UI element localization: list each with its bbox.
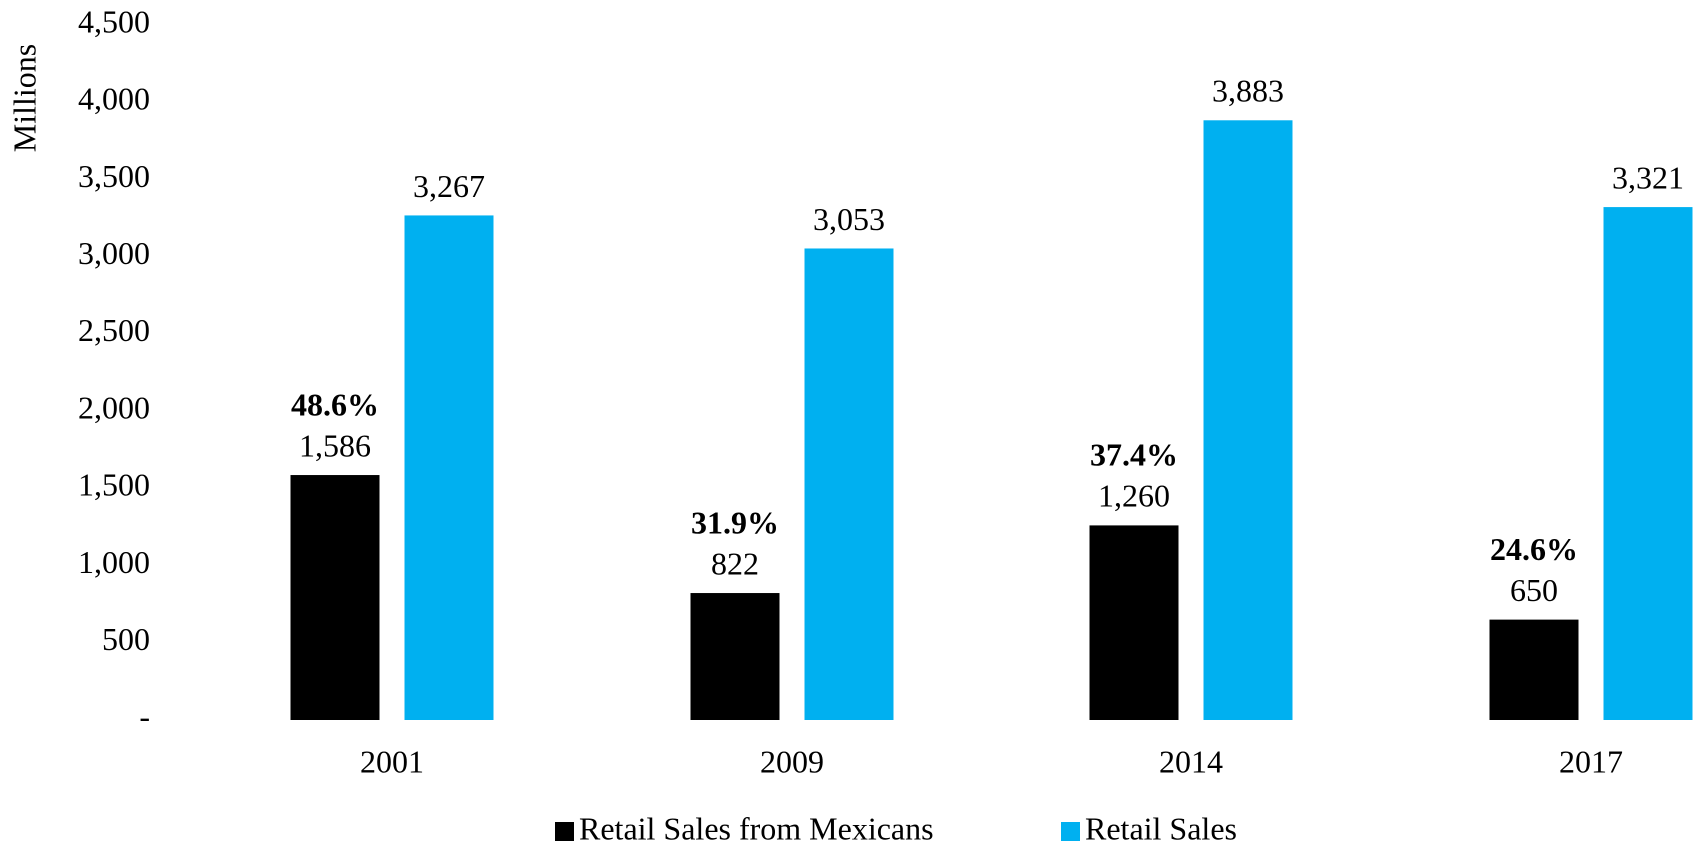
x-tick-label: 2009 [760, 743, 824, 779]
y-tick-label: 4,500 [78, 3, 150, 39]
value-label: 3,053 [813, 201, 885, 237]
percent-label: 37.4% [1090, 437, 1178, 473]
value-label: 1,586 [299, 427, 371, 463]
bar [1603, 207, 1693, 721]
y-tick-label: 1,500 [78, 467, 150, 503]
bar [290, 475, 380, 720]
legend-swatch [1061, 822, 1080, 841]
value-label: 650 [1510, 572, 1558, 608]
value-label: 3,267 [413, 168, 485, 204]
y-tick-label: 500 [102, 621, 150, 657]
y-tick-label: - [139, 698, 150, 734]
x-tick-label: 2017 [1559, 743, 1623, 779]
value-label: 3,321 [1612, 159, 1684, 195]
y-axis-label: Millions [6, 44, 42, 152]
bar [804, 248, 894, 720]
value-label: 3,883 [1212, 73, 1284, 109]
legend-label: Retail Sales from Mexicans [579, 810, 934, 844]
legend-label: Retail Sales [1085, 810, 1237, 844]
bar [1089, 525, 1179, 720]
x-tick-label: 2014 [1159, 743, 1223, 779]
percent-label: 24.6% [1490, 531, 1578, 567]
bar [1489, 619, 1579, 720]
value-label: 1,260 [1098, 478, 1170, 514]
percent-label: 31.9% [691, 504, 779, 540]
legend-swatch [555, 822, 574, 841]
x-tick-label: 2001 [360, 743, 424, 779]
y-tick-label: 3,000 [78, 235, 150, 271]
y-tick-label: 3,500 [78, 158, 150, 194]
value-label: 822 [711, 545, 759, 581]
bar [690, 593, 780, 720]
percent-label: 48.6% [291, 386, 379, 422]
y-tick-label: 4,000 [78, 81, 150, 117]
y-tick-label: 2,500 [78, 312, 150, 348]
y-tick-label: 2,000 [78, 389, 150, 425]
y-tick-label: 1,000 [78, 544, 150, 580]
bar [404, 215, 494, 720]
bar [1203, 120, 1293, 720]
